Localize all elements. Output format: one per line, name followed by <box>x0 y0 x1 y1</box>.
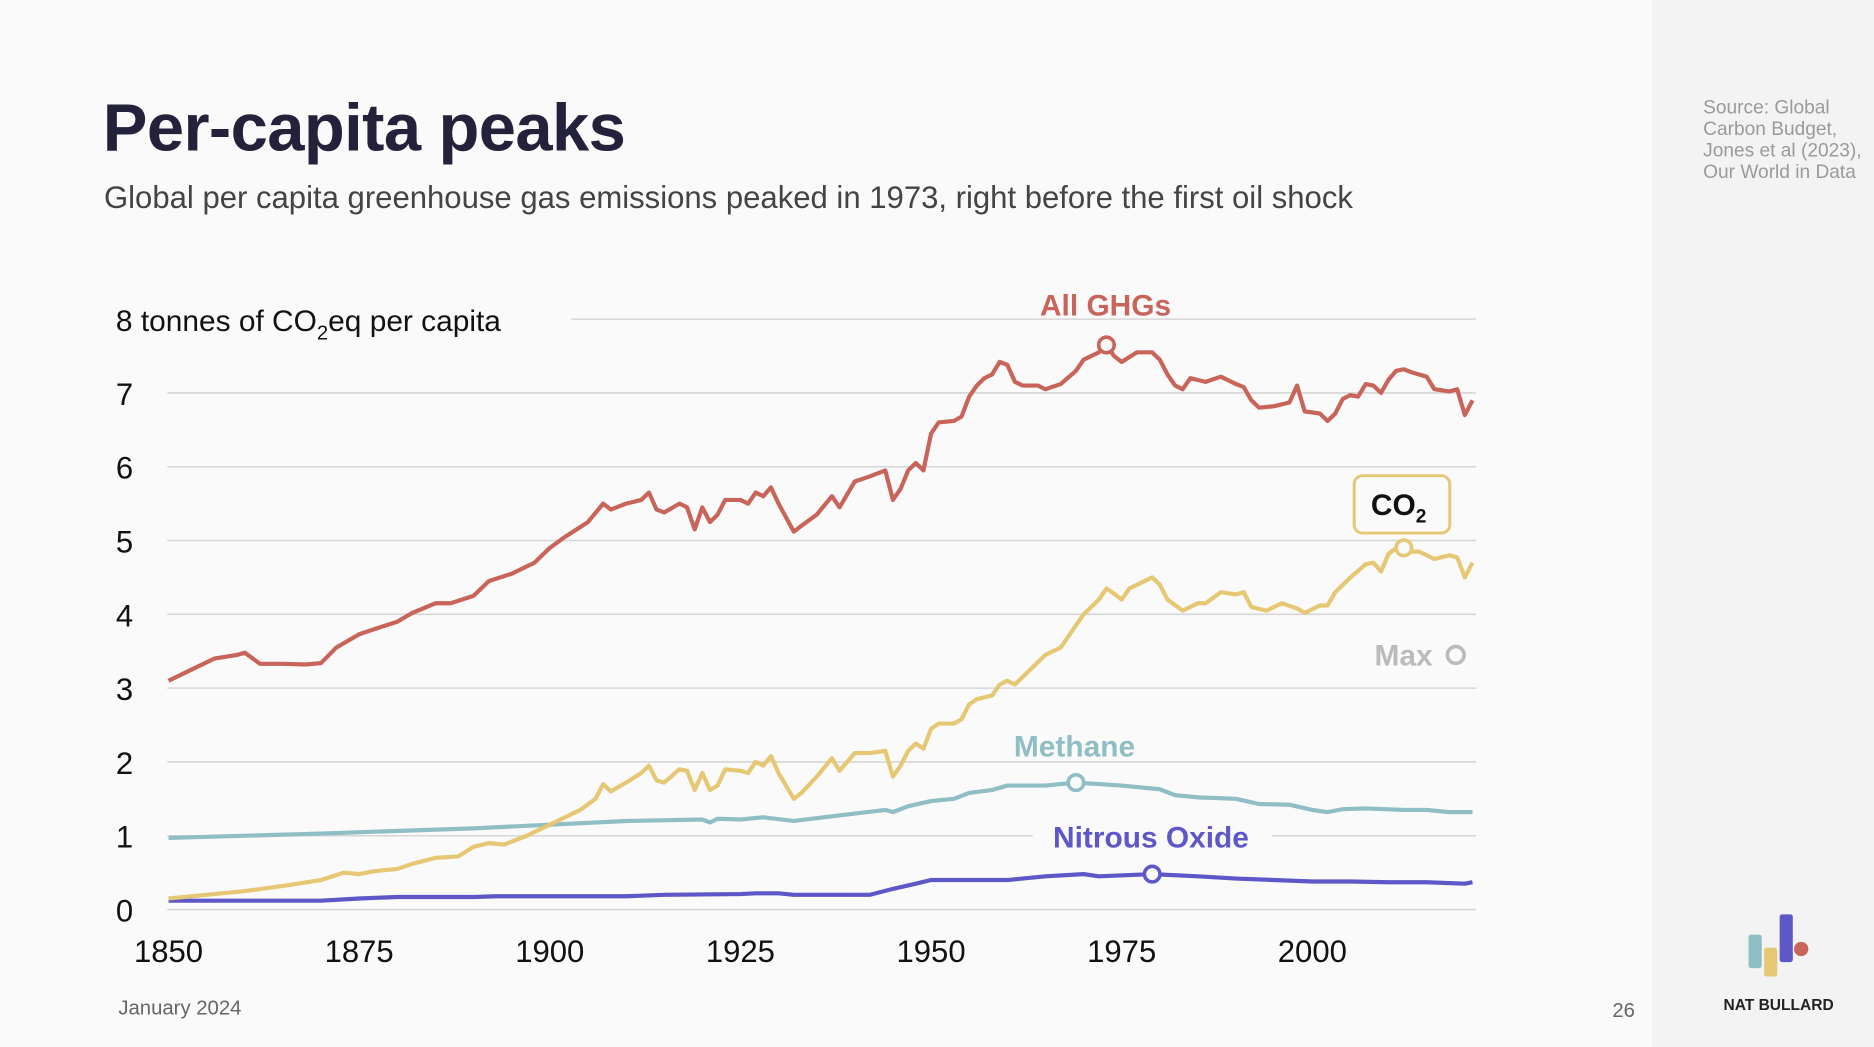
nat-bullard-logo-icon <box>1748 914 1809 977</box>
max-marker-co2 <box>1394 538 1414 558</box>
page-subtitle: Global per capita greenhouse gas emissio… <box>103 179 1353 216</box>
series-label-nitrous: Nitrous Oxide <box>1053 821 1249 854</box>
sidebar <box>1651 0 1874 1047</box>
co2-label-box <box>1352 474 1452 535</box>
slide: Per-capita peaks Global per capita green… <box>102 89 1635 1022</box>
y-tick-label: 5 <box>116 524 133 559</box>
max-marker-ghg <box>1096 335 1117 355</box>
x-tick-label: 1900 <box>515 934 584 969</box>
y-tick-label: 3 <box>116 672 133 707</box>
y-tick-label: 4 <box>116 598 133 633</box>
series-line-nitrous <box>168 872 1473 903</box>
nitrous-label-bg <box>1032 817 1272 856</box>
series-label-co2: CO2 <box>1371 489 1426 527</box>
source-note: Source: Global Carbon Budget, Jones et a… <box>1703 98 1862 183</box>
x-tick-label: 1850 <box>134 934 203 969</box>
series-line-co2 <box>168 545 1475 901</box>
max-legend-marker <box>1445 644 1466 666</box>
y-axis-label: 8 tonnes of CO2eq per capita <box>116 305 501 344</box>
series-label-ghg: All GHGs <box>1040 290 1171 323</box>
max-marker-methane <box>1066 773 1086 793</box>
page-number: 26 <box>1612 999 1635 1022</box>
series-label-methane: Methane <box>1014 731 1135 764</box>
y-tick-label: 7 <box>116 377 133 412</box>
x-tick-label: 1950 <box>897 934 966 969</box>
max-legend-label: Max <box>1374 640 1433 673</box>
ylabel-bg <box>105 298 572 342</box>
brand-name: NAT BULLARD <box>1723 995 1834 1014</box>
y-tick-label: 2 <box>116 746 133 781</box>
x-tick-label: 2000 <box>1278 934 1347 969</box>
footer-date: January 2024 <box>118 996 242 1020</box>
series-line-methane <box>168 780 1473 841</box>
x-tick-label: 1875 <box>325 934 394 969</box>
y-tick-label: 1 <box>116 820 133 855</box>
y-tick-label: 0 <box>116 893 133 928</box>
x-tick-label: 1975 <box>1087 934 1156 969</box>
series-line-ghg <box>167 342 1475 683</box>
x-tick-label: 1925 <box>706 934 775 969</box>
page-title: Per-capita peaks <box>102 89 626 165</box>
max-marker-nitrous <box>1142 864 1162 884</box>
chart: 0 1 2 3 4 5 6 7 1850 1875 1900 1925 1950 1975 2000 8 t… <box>105 289 1477 970</box>
y-tick-label: 6 <box>116 451 133 486</box>
